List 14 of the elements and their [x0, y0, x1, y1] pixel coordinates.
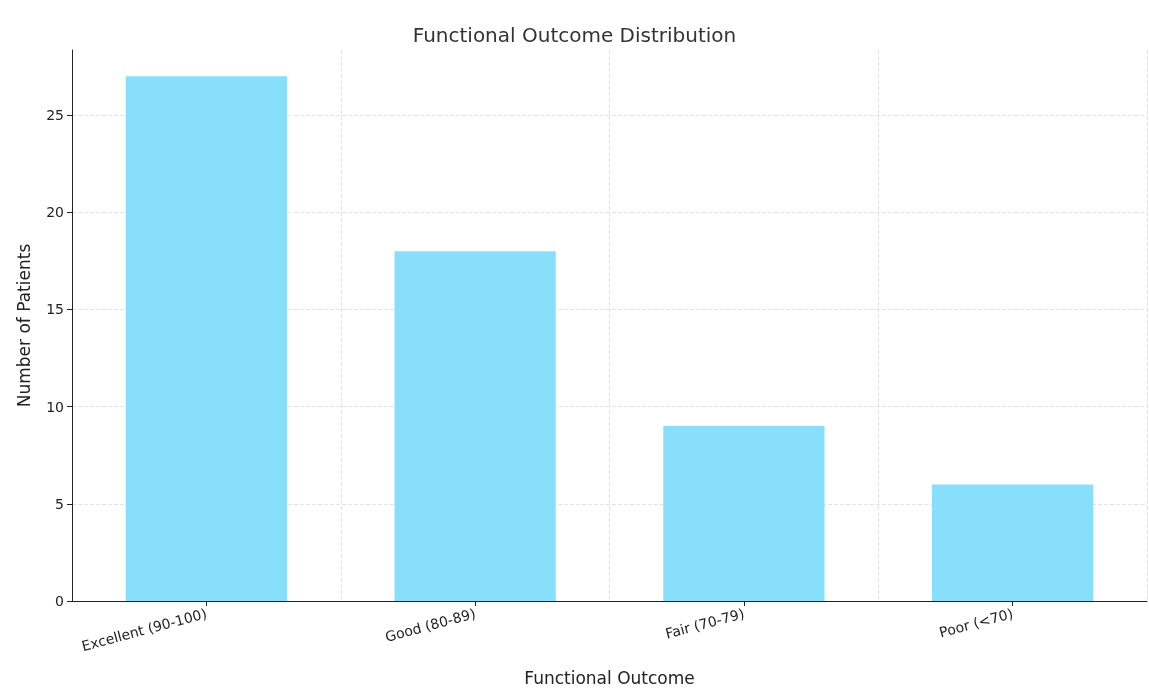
bar — [125, 76, 287, 601]
bar — [932, 484, 1094, 601]
y-tick-label: 15 — [46, 301, 64, 318]
bar — [663, 426, 825, 601]
y-tick-label: 0 — [55, 593, 64, 609]
y-tick-label: 10 — [46, 398, 64, 415]
y-tick-label: 5 — [55, 495, 64, 512]
y-tick-label: 20 — [46, 204, 64, 221]
chart-title: Functional Outcome Distribution — [412, 23, 737, 47]
x-tick-label: Poor (<70) — [937, 605, 1015, 641]
y-axis-title: Number of Patients — [13, 243, 34, 408]
y-tick-label: 25 — [46, 107, 64, 124]
x-axis-title: Functional Outcome — [524, 667, 695, 688]
bar — [394, 251, 556, 601]
